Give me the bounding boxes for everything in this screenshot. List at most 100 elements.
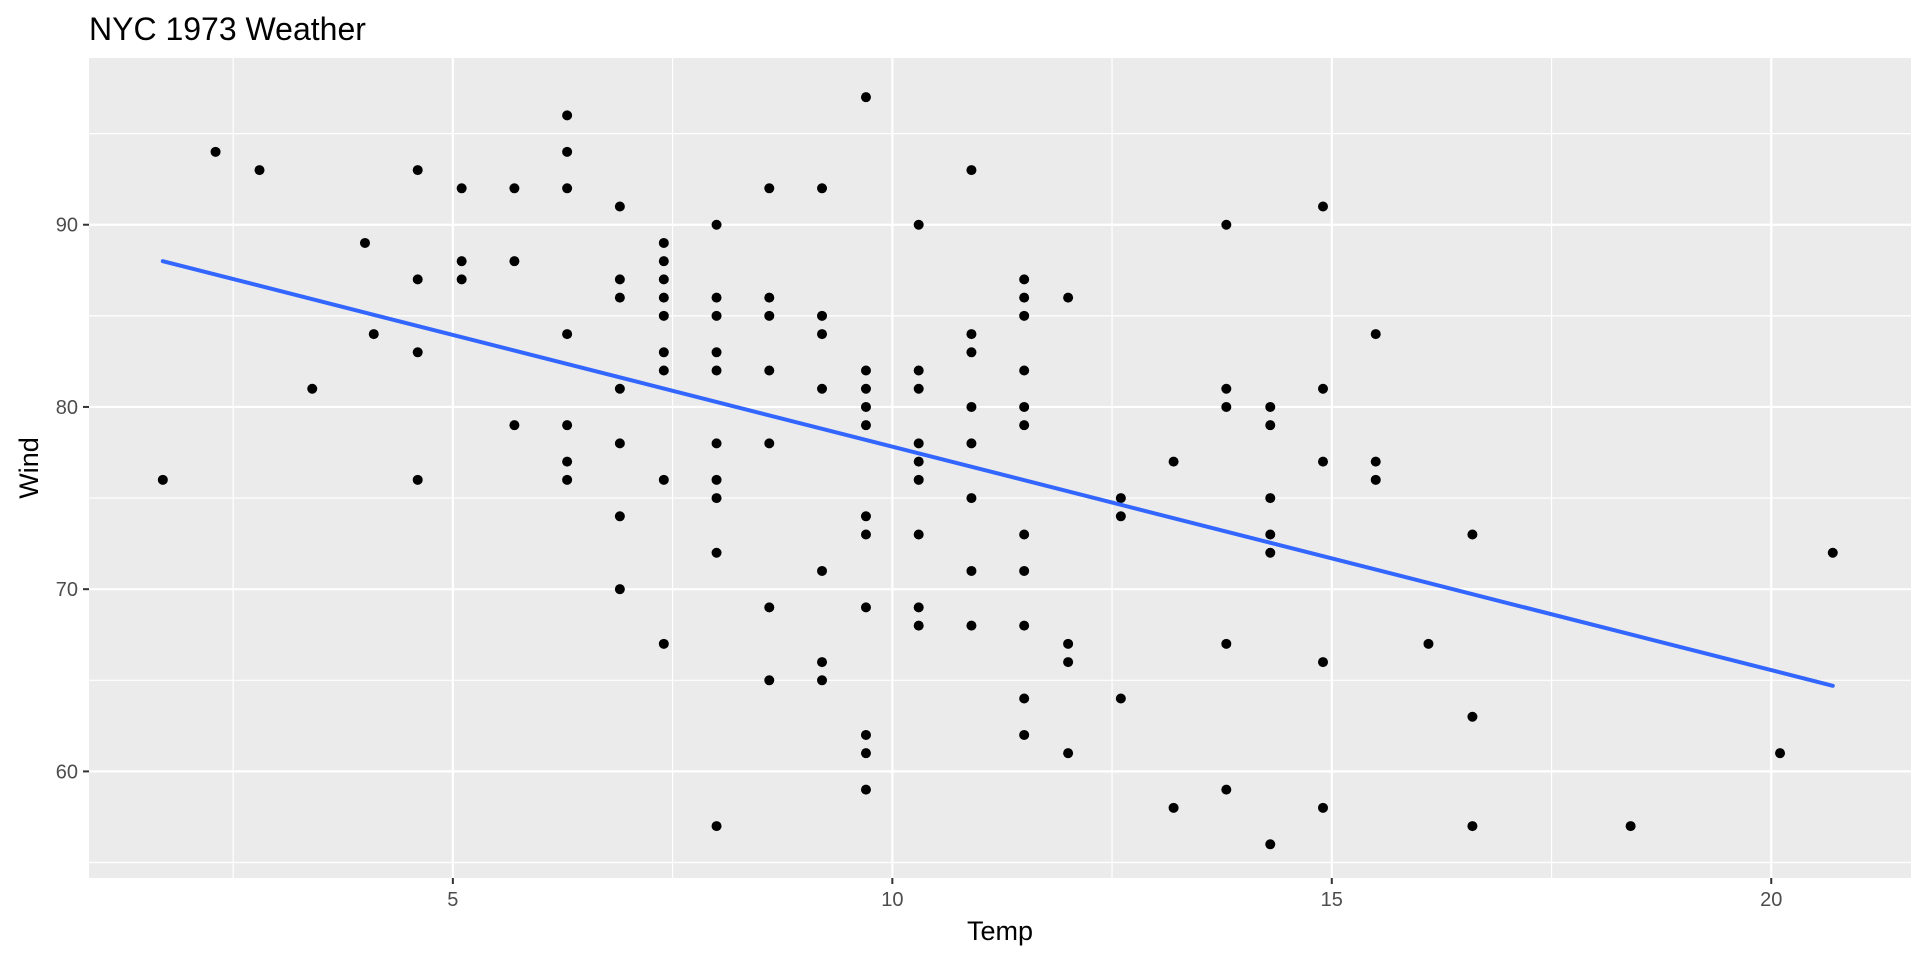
trend-line-group bbox=[160, 259, 1835, 688]
data-point bbox=[614, 511, 625, 522]
plot-panel bbox=[89, 58, 1911, 878]
data-point bbox=[1221, 638, 1232, 649]
data-point bbox=[368, 329, 379, 340]
data-point bbox=[359, 237, 370, 248]
data-point bbox=[1467, 711, 1478, 722]
data-point bbox=[658, 292, 669, 303]
data-point bbox=[1265, 493, 1276, 504]
data-point bbox=[456, 256, 467, 267]
data-point bbox=[764, 602, 775, 613]
data-point bbox=[711, 347, 722, 358]
data-point bbox=[764, 365, 775, 376]
data-point bbox=[1019, 401, 1030, 412]
data-point bbox=[412, 347, 423, 358]
y-axis-title: Wind bbox=[14, 437, 44, 499]
data-point bbox=[1063, 748, 1074, 759]
data-point bbox=[1318, 657, 1329, 668]
x-axis-title: Temp bbox=[967, 916, 1033, 946]
data-point bbox=[913, 219, 924, 230]
data-point bbox=[307, 383, 318, 394]
data-point bbox=[1115, 693, 1126, 704]
data-point bbox=[913, 438, 924, 449]
data-point bbox=[860, 748, 871, 759]
data-point bbox=[1168, 802, 1179, 813]
data-point bbox=[1019, 310, 1030, 321]
data-point bbox=[456, 183, 467, 194]
data-point bbox=[562, 420, 573, 431]
data-point bbox=[412, 165, 423, 176]
x-axis-ticks: 5 10 15 20 bbox=[447, 878, 1782, 911]
data-point bbox=[860, 729, 871, 740]
data-point bbox=[658, 347, 669, 358]
data-point bbox=[1265, 839, 1276, 850]
data-point bbox=[658, 310, 669, 321]
data-point bbox=[1265, 420, 1276, 431]
data-point bbox=[1019, 292, 1030, 303]
x-tick-label: 20 bbox=[1760, 889, 1782, 911]
data-point bbox=[1019, 420, 1030, 431]
data-point bbox=[562, 110, 573, 121]
data-point bbox=[509, 420, 520, 431]
data-point bbox=[711, 547, 722, 558]
data-point bbox=[860, 383, 871, 394]
data-point bbox=[1318, 383, 1329, 394]
data-point bbox=[562, 183, 573, 194]
data-point bbox=[860, 401, 871, 412]
data-point bbox=[614, 292, 625, 303]
data-point bbox=[817, 657, 828, 668]
data-point bbox=[711, 438, 722, 449]
data-point bbox=[1467, 529, 1478, 540]
data-point bbox=[711, 365, 722, 376]
data-point bbox=[1775, 748, 1786, 759]
data-point bbox=[658, 365, 669, 376]
data-point bbox=[1115, 493, 1126, 504]
data-point bbox=[210, 146, 221, 157]
data-point bbox=[966, 329, 977, 340]
data-point bbox=[860, 784, 871, 795]
y-tick-label: 80 bbox=[56, 397, 78, 419]
data-point bbox=[254, 165, 265, 176]
data-point bbox=[711, 219, 722, 230]
data-point bbox=[913, 529, 924, 540]
data-point bbox=[711, 310, 722, 321]
data-point bbox=[658, 256, 669, 267]
data-point bbox=[1318, 201, 1329, 212]
data-point bbox=[711, 493, 722, 504]
data-point bbox=[817, 675, 828, 686]
data-point bbox=[562, 146, 573, 157]
data-point bbox=[456, 274, 467, 285]
x-tick-label: 15 bbox=[1321, 889, 1343, 911]
data-point bbox=[614, 383, 625, 394]
data-point bbox=[1370, 456, 1381, 467]
data-point bbox=[562, 474, 573, 485]
data-point bbox=[1019, 620, 1030, 631]
data-point bbox=[860, 92, 871, 103]
data-point bbox=[1168, 456, 1179, 467]
data-point bbox=[1019, 274, 1030, 285]
data-point bbox=[1370, 329, 1381, 340]
data-point bbox=[614, 201, 625, 212]
data-point bbox=[966, 401, 977, 412]
data-point bbox=[913, 456, 924, 467]
major-gridlines bbox=[89, 58, 1911, 878]
data-point bbox=[1063, 292, 1074, 303]
data-point bbox=[1019, 729, 1030, 740]
data-point bbox=[1467, 821, 1478, 832]
data-point bbox=[860, 365, 871, 376]
data-point bbox=[1265, 529, 1276, 540]
data-point bbox=[817, 183, 828, 194]
data-point bbox=[764, 310, 775, 321]
data-point bbox=[658, 274, 669, 285]
data-point bbox=[1221, 219, 1232, 230]
data-point bbox=[1063, 657, 1074, 668]
data-point bbox=[711, 821, 722, 832]
data-point bbox=[764, 675, 775, 686]
data-point bbox=[860, 529, 871, 540]
data-point bbox=[614, 274, 625, 285]
data-point bbox=[764, 438, 775, 449]
data-point bbox=[1625, 821, 1636, 832]
data-point bbox=[711, 474, 722, 485]
data-point bbox=[1019, 529, 1030, 540]
y-tick-label: 70 bbox=[56, 579, 78, 601]
data-point bbox=[966, 438, 977, 449]
